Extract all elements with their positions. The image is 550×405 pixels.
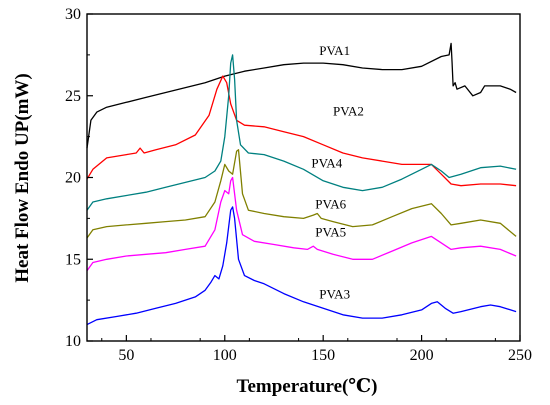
series-layer: PVA1 PVA2 PVA4 PVA6 PVA5 PVA3 [86, 42, 517, 326]
series-label-pva1: PVA1 [319, 43, 350, 58]
y-tick-label: 15 [65, 251, 81, 268]
x-axis-title: Temperature(℃) [237, 376, 378, 397]
x-tick-label: 200 [410, 347, 434, 364]
y-tick-label: 20 [65, 170, 81, 187]
series-line-pva6 [86, 149, 517, 239]
series-line-pva4 [86, 54, 517, 211]
y-tick-label: 10 [65, 333, 81, 350]
y-axis-title: Heat Flow Endo UP(mW) [12, 73, 33, 283]
y-tick-label: 25 [65, 88, 81, 105]
x-tick-label: 100 [213, 347, 237, 364]
series-label-pva4: PVA4 [311, 156, 342, 171]
series-label-pva5: PVA5 [315, 224, 346, 239]
x-tick-label: 250 [508, 347, 532, 364]
y-tick-label: 30 [65, 6, 81, 23]
axis-layer: 50 100 150 200 250 10 15 20 25 30 [65, 6, 532, 364]
series-line-pva5 [86, 176, 517, 272]
x-tick-label: 150 [311, 347, 335, 364]
series-label-pva3: PVA3 [319, 286, 350, 301]
series-line-pva3 [86, 206, 517, 326]
series-label-pva6: PVA6 [315, 197, 346, 212]
series-label-pva2: PVA2 [333, 103, 364, 118]
x-tick-label: 50 [118, 347, 134, 364]
series-line-pva2 [86, 75, 517, 187]
series-line-pva1 [86, 42, 517, 149]
